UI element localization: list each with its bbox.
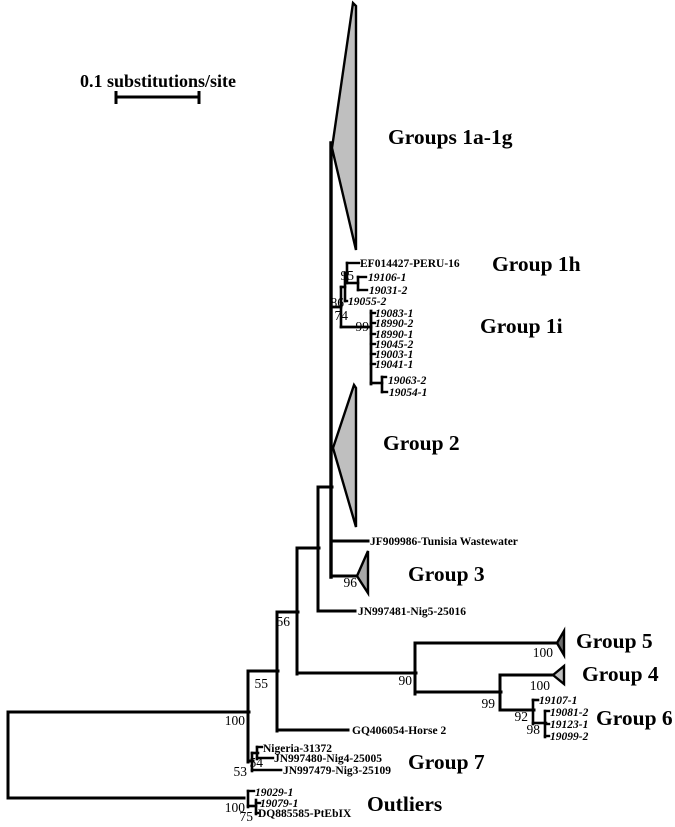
collapsed-clade-group-3 (355, 550, 370, 598)
taxon-label: 19055-2 (348, 296, 387, 308)
bootstrap-value: 55 (255, 676, 269, 691)
bootstrap-value: 100 (533, 645, 554, 660)
bootstrap-value: 74 (335, 308, 349, 323)
group-label: Group 1h (492, 252, 581, 276)
group-label: Group 6 (596, 706, 673, 730)
taxon-label: 19079-1 (260, 798, 298, 810)
taxon-label: Nigeria-31372 (263, 743, 332, 755)
collapsed-clade-group-4 (551, 663, 566, 687)
bootstrap-value: 75 (240, 809, 254, 824)
taxon-label: 19045-2 (375, 339, 414, 351)
taxon-label: 19099-2 (550, 731, 589, 743)
group-label: Group 4 (582, 662, 659, 686)
bootstrap-value: 96 (344, 575, 358, 590)
taxon-label: 19106-1 (368, 272, 406, 284)
taxon-label: JN997480-Nig4-25005 (274, 753, 382, 765)
taxon-label: 18990-1 (375, 329, 413, 341)
taxon-label: 19123-1 (550, 719, 588, 731)
taxon-label: 19081-2 (550, 707, 589, 719)
group-label: Group 7 (408, 750, 485, 774)
bootstrap-value: 100 (225, 713, 246, 728)
bootstrap-value: 99 (482, 696, 496, 711)
group-label: Group 1i (480, 314, 563, 338)
taxon-label: JN997481-Nig5-25016 (358, 606, 466, 618)
taxon-label: DQ885585-PtEbIX (258, 808, 352, 820)
bootstrap-value: 100 (225, 800, 246, 815)
group-label: Groups 1a-1g (388, 125, 513, 149)
bootstrap-value: 95 (341, 268, 355, 283)
taxon-label: 19054-1 (389, 387, 427, 399)
taxon-label: EF014427-PERU-16 (360, 258, 460, 270)
group-label: Group 5 (576, 629, 653, 653)
collapsed-clade-group-5 (555, 626, 566, 660)
collapsed-clade-group-2 (331, 382, 358, 528)
taxon-label: 19083-1 (375, 308, 413, 320)
taxon-label: 19107-1 (539, 695, 577, 707)
taxon-label: 18990-2 (375, 318, 414, 330)
bootstrap-value: 54 (250, 755, 264, 770)
taxon-label: 19063-2 (388, 375, 427, 387)
bootstrap-value: 99 (356, 319, 370, 334)
bootstrap-value: 56 (277, 614, 291, 629)
scale-bar-label: 0.1 substitutions/site (80, 71, 236, 91)
group-label: Group 2 (383, 431, 460, 455)
group-label: Group 3 (408, 562, 485, 586)
taxon-label: 19029-1 (255, 787, 293, 799)
bootstrap-value: 100 (530, 678, 551, 693)
taxon-label: 19003-1 (375, 349, 413, 361)
bootstrap-value: 92 (515, 709, 529, 724)
taxon-label: JF909986-Tunisia Wastewater (370, 536, 518, 548)
bootstrap-value: 98 (527, 722, 541, 737)
bootstrap-value: 86 (331, 295, 345, 310)
taxon-label: 19041-1 (375, 359, 413, 371)
bootstrap-value: 53 (234, 764, 248, 779)
taxon-label: 19031-2 (369, 285, 408, 297)
taxon-label: JN997479-Nig3-25109 (283, 765, 391, 777)
group-label: Outliers (367, 792, 442, 816)
bootstrap-value: 90 (399, 673, 413, 688)
collapsed-clade-groups-1a-1g (330, 0, 358, 251)
taxon-label: GQ406054-Horse 2 (352, 725, 446, 737)
